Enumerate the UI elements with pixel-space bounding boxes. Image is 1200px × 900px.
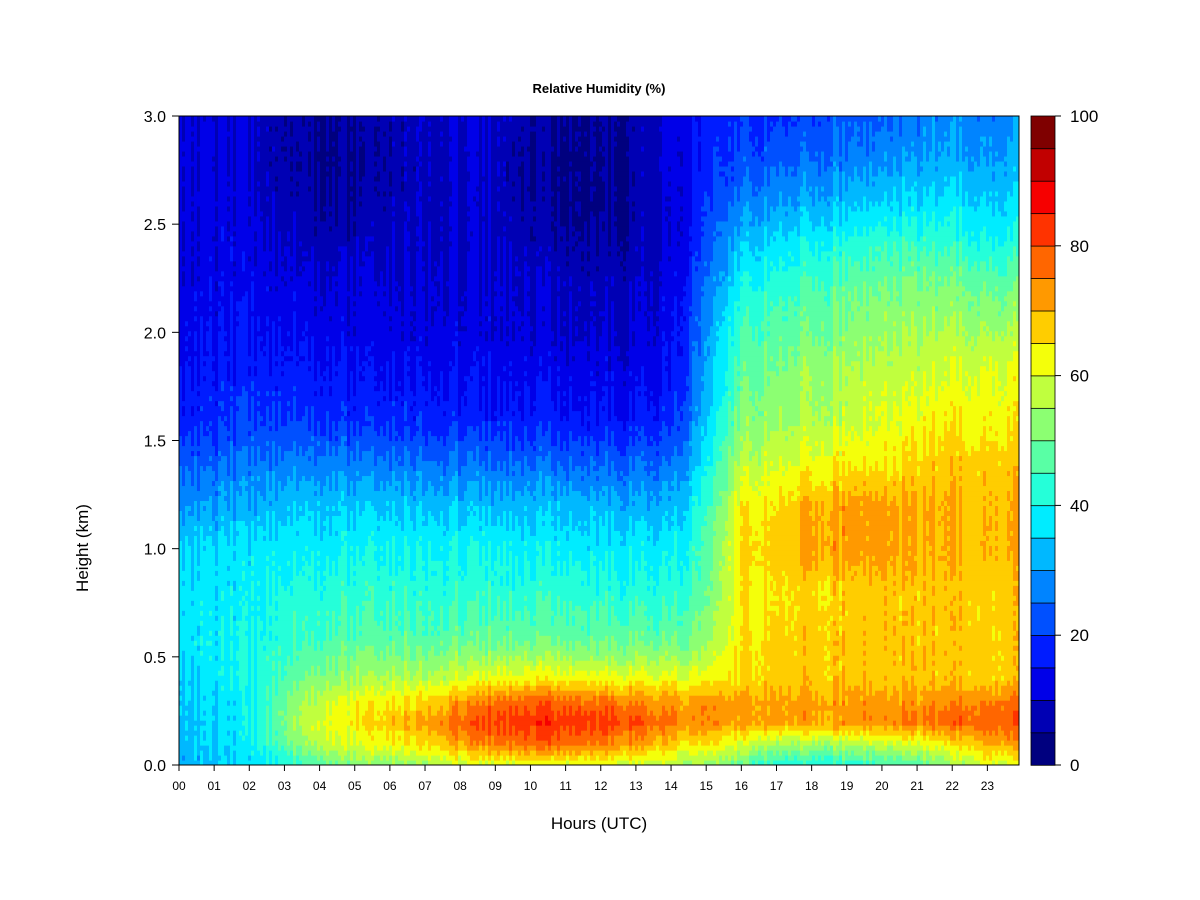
chart-title: Relative Humidity (%) — [533, 81, 666, 96]
heatmap-field — [179, 116, 1020, 766]
